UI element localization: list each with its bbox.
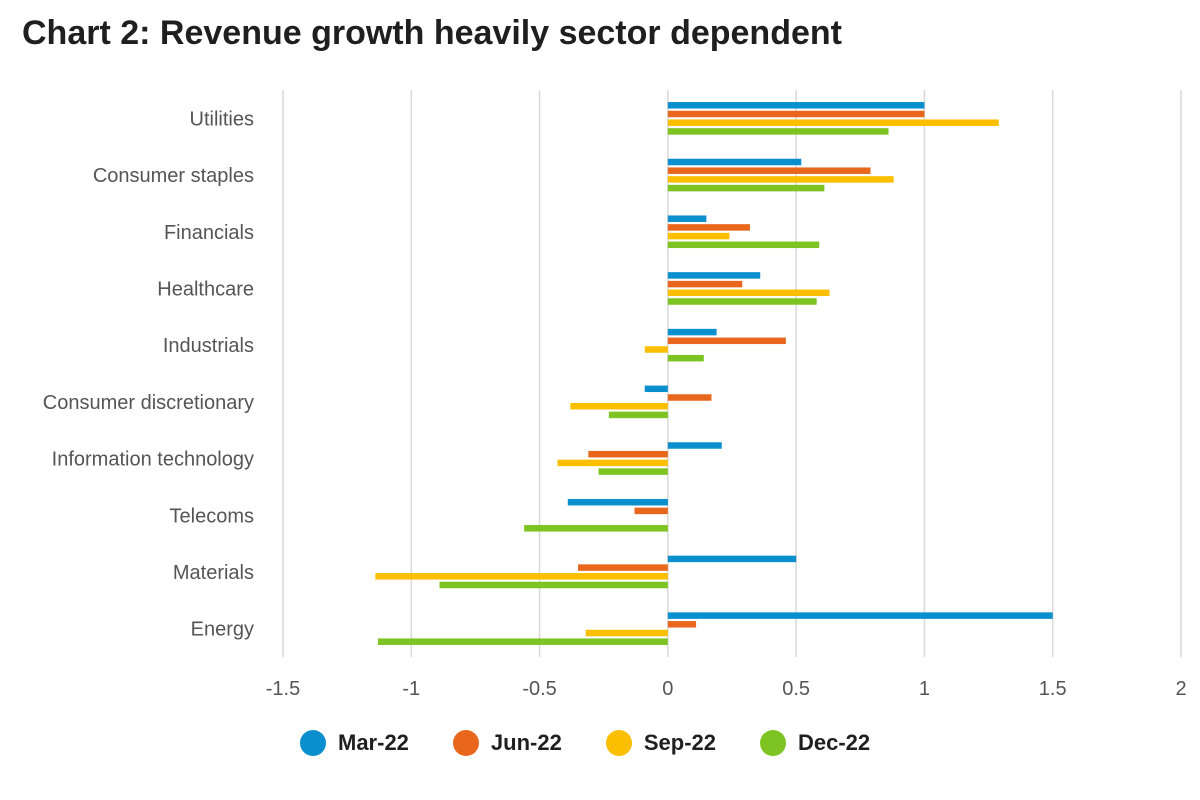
- bar-sep-22-industrials: [644, 346, 668, 353]
- legend-label: Jun-22: [490, 730, 562, 755]
- legend-swatch: [300, 730, 326, 756]
- legend-swatch: [605, 730, 632, 756]
- x-tick-label: 0.5: [782, 678, 810, 700]
- legend-item: Jun-22: [452, 730, 562, 756]
- legend-item: Dec-22: [760, 730, 870, 756]
- category-label: Consumer staples: [93, 165, 254, 187]
- x-tick-label: 0: [662, 678, 673, 700]
- gridlines: [282, 90, 1182, 657]
- bar-jun-22-materials: [578, 564, 668, 571]
- category-label: Information technology: [52, 449, 254, 471]
- bar-mar-22-materials: [667, 555, 797, 563]
- bar-dec-22-industrials: [667, 354, 704, 362]
- bar-sep-22-consumer-discretionary: [570, 402, 668, 410]
- bar-jun-22-consumer-staples: [667, 167, 871, 174]
- bar-sep-22-financials: [667, 232, 730, 240]
- bar-mar-22-consumer-staples: [667, 158, 802, 166]
- legend-swatch: [760, 730, 786, 756]
- bar-sep-22-healthcare: [667, 289, 830, 297]
- legend: Mar-22 Jun-22 Sep-22 Dec-22: [300, 730, 870, 756]
- category-label: Materials: [173, 562, 254, 584]
- bar-dec-22-healthcare: [667, 298, 817, 305]
- bar-mar-22-telecoms: [567, 498, 668, 506]
- legend-label: Dec-22: [798, 730, 871, 755]
- bar-mar-22-utilities: [667, 102, 925, 109]
- bar-jun-22-telecoms: [634, 507, 668, 515]
- bar-dec-22-energy: [377, 638, 668, 645]
- category-label: Financials: [164, 222, 254, 244]
- legend-label: Sep-22: [643, 730, 716, 755]
- category-label: Utilities: [190, 108, 254, 130]
- legend-item: Sep-22: [605, 730, 716, 756]
- bar-mar-22-financials: [667, 215, 707, 222]
- category-labels: Utilities Consumer staples Financials Healt…: [43, 108, 254, 640]
- x-tick-label: -1.5: [266, 678, 300, 700]
- bar-dec-22-materials: [439, 581, 668, 589]
- bar-dec-22-telecoms: [524, 525, 668, 532]
- bar-dec-22-financials: [667, 241, 820, 249]
- bar-jun-22-utilities: [667, 110, 925, 118]
- bar-dec-22-information-technology: [598, 468, 668, 475]
- bar-jun-22-healthcare: [667, 280, 743, 288]
- bar-sep-22-information-technology: [557, 459, 668, 467]
- x-tick-label: -0.5: [522, 678, 556, 700]
- bar-mar-22-energy: [667, 612, 1053, 619]
- x-tick-label: 2: [1175, 678, 1186, 700]
- bar-jun-22-energy: [667, 621, 697, 628]
- bar-jun-22-industrials: [667, 337, 786, 345]
- legend-swatch: [452, 730, 479, 756]
- x-axis-tick-labels: -1.5 -1 -0.5 0 0.5 1 1.5 2: [266, 678, 1187, 700]
- chart-title: Chart 2: Revenue growth heavily sector d…: [22, 14, 842, 52]
- category-label: Industrials: [163, 335, 254, 357]
- x-tick-label: -1: [402, 678, 420, 700]
- bar-mar-22-information-technology: [667, 442, 722, 449]
- bar-sep-22-utilities: [667, 119, 999, 126]
- bar-jun-22-consumer-discretionary: [667, 394, 712, 401]
- bar-chart: Utilities Consumer staples Financials Healt…: [43, 90, 1187, 700]
- legend-label: Mar-22: [338, 730, 409, 755]
- category-label: Consumer discretionary: [43, 392, 254, 414]
- bar-dec-22-utilities: [667, 128, 889, 135]
- bar-jun-22-information-technology: [588, 450, 668, 458]
- category-label: Energy: [191, 619, 254, 641]
- category-label: Telecoms: [170, 505, 254, 527]
- bar-dec-22-consumer-staples: [667, 184, 825, 192]
- bar-sep-22-consumer-staples: [667, 176, 894, 183]
- x-tick-label: 1.5: [1039, 678, 1067, 700]
- bar-mar-22-consumer-discretionary: [644, 385, 668, 393]
- bar-dec-22-consumer-discretionary: [608, 411, 668, 419]
- legend-item: Mar-22: [300, 730, 409, 756]
- bar-mar-22-industrials: [667, 328, 717, 336]
- x-tick-label: 1: [919, 678, 930, 700]
- bar-sep-22-materials: [375, 573, 668, 580]
- bars: [375, 102, 1053, 645]
- category-label: Healthcare: [157, 278, 254, 300]
- bar-jun-22-financials: [667, 224, 750, 231]
- bar-sep-22-energy: [585, 629, 668, 637]
- bar-mar-22-healthcare: [667, 272, 761, 279]
